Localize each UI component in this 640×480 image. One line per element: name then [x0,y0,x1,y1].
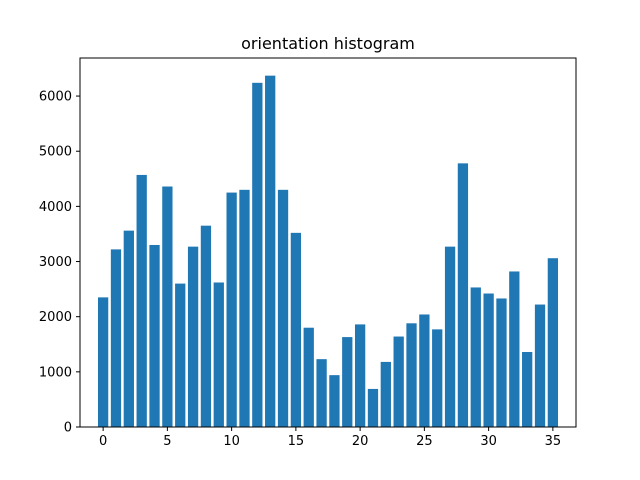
y-tick-label: 0 [64,421,72,436]
bar-30 [483,293,494,427]
bar-27 [444,246,456,427]
x-tick-label: 20 [352,434,369,449]
bar-22 [380,361,391,427]
bar-33 [522,351,533,427]
bar-28 [457,163,469,427]
bar-18 [329,375,340,427]
bar-19 [342,337,353,427]
bar-20 [354,324,366,427]
bar-29 [470,287,481,427]
x-axis-ticks: 0 5 10 15 20 25 30 35 [99,427,561,449]
x-tick-label: 5 [163,434,171,449]
x-tick-label: 25 [416,434,433,449]
y-tick-label: 3000 [39,255,72,270]
bar-8 [200,225,212,427]
bar-10 [226,192,237,427]
y-tick-label: 1000 [39,365,72,380]
x-tick-label: 15 [288,434,305,449]
bar-32 [509,271,520,427]
bar-14 [277,189,289,427]
bar-5 [162,186,173,427]
bar-17 [316,359,327,427]
bar-4 [149,244,160,427]
y-axis-ticks: 0 1000 2000 3000 4000 5000 6000 [39,90,80,436]
bar-7 [187,246,199,427]
bar-6 [175,283,186,427]
bar-3 [136,174,147,427]
bar-21 [367,388,379,427]
plot-area-frame [79,57,577,428]
bar-24 [406,323,417,427]
bar-1 [110,249,122,427]
bar-11 [239,189,250,427]
bar-15 [290,232,302,427]
bar-12 [252,82,263,427]
bar-2 [123,230,134,427]
bar-35 [547,258,559,427]
y-tick-label: 2000 [39,310,72,325]
y-tick-label: 5000 [39,145,72,160]
bar-26 [432,329,443,427]
bar-34 [534,304,546,427]
y-tick-label: 4000 [39,200,72,215]
bar-0 [97,297,109,427]
bar-23 [393,336,404,427]
bar-9 [213,282,224,427]
bar-13 [265,75,276,428]
x-tick-label: 35 [545,434,562,449]
chart-title: orientation histogram [241,34,415,53]
bar-25 [419,314,430,427]
x-tick-label: 0 [99,434,107,449]
bar-16 [303,327,314,427]
x-tick-label: 30 [480,434,497,449]
bars-group [97,75,559,428]
y-tick-label: 6000 [39,90,72,105]
x-tick-label: 10 [223,434,240,449]
bar-31 [496,298,507,427]
